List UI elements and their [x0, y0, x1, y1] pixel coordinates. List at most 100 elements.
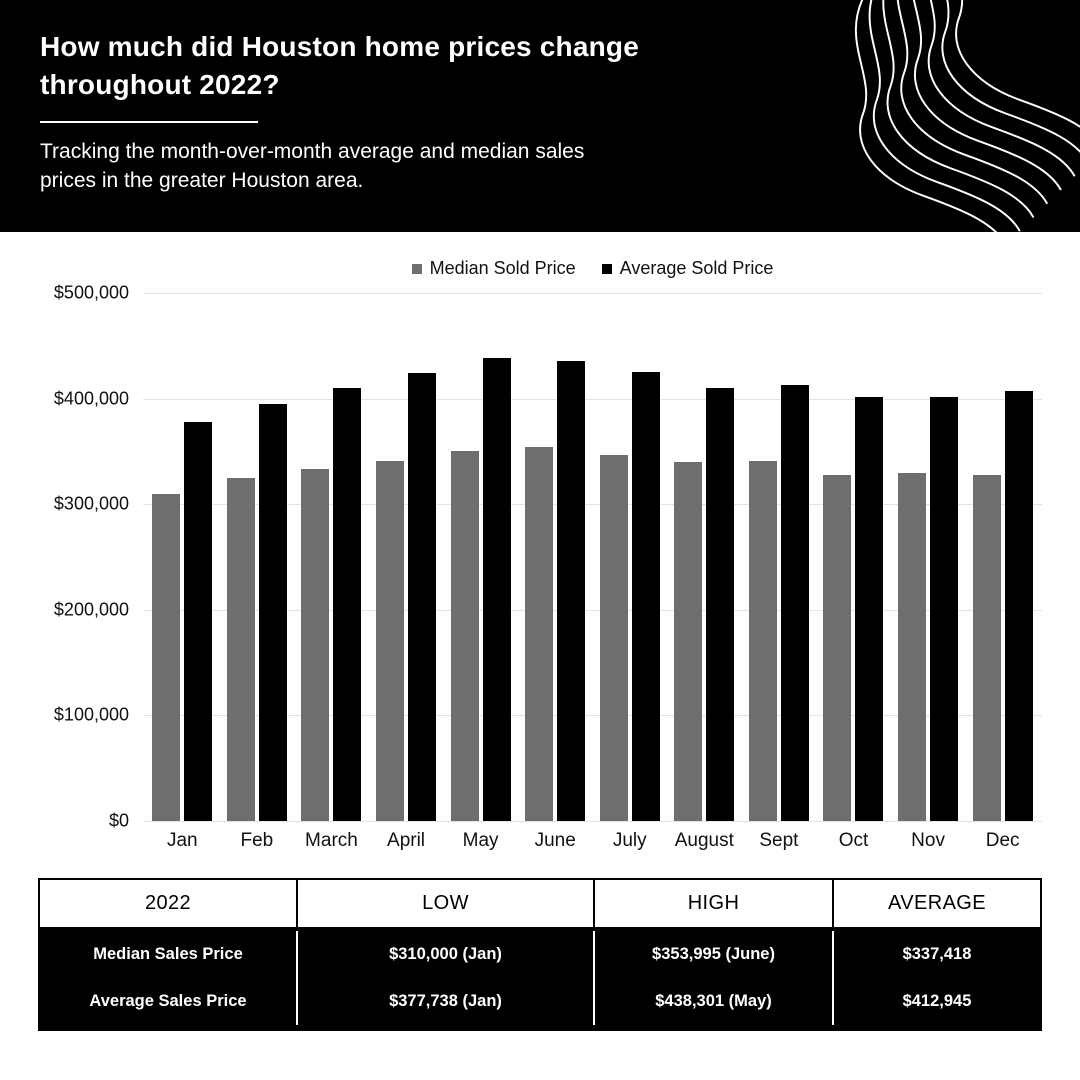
gridline [143, 504, 1042, 506]
summary-table-header-row: 2022 LOW HIGH AVERAGE [40, 880, 1040, 927]
bar-median-june [525, 447, 554, 821]
bar-median-august [674, 461, 703, 821]
summary-table-body: Median Sales Price $310,000 (Jan) $353,995… [40, 927, 1040, 1029]
table-cell: $438,301 (May) [595, 978, 834, 1025]
y-tick-label: $0 [108, 810, 129, 831]
page-subtitle-line1: Tracking the month-over-month average an… [40, 139, 585, 163]
x-axis-label-may: May [462, 830, 499, 851]
header-banner: How much did Houston home prices change … [0, 0, 1080, 232]
x-axis-label-july: July [612, 830, 647, 851]
month-group-july: July [592, 293, 667, 852]
bar-median-oct [823, 474, 852, 821]
x-axis-label-june: June [534, 830, 576, 851]
chart-section: Median Sold Price Average Sold Price $0 $1… [0, 258, 1080, 852]
bar-average-dec [1004, 391, 1033, 821]
month-group-dec: Dec [965, 293, 1040, 852]
decorative-waves-icon [855, 0, 1080, 232]
table-cell: $310,000 (Jan) [298, 931, 595, 978]
bar-pair-jan [145, 293, 220, 821]
table-cell: $377,738 (Jan) [298, 978, 595, 1025]
month-group-sept: Sept [742, 293, 817, 852]
gridline [143, 715, 1042, 717]
bar-average-sept [780, 384, 809, 821]
month-group-august: August [667, 293, 742, 852]
x-axis-label-march: March [305, 830, 358, 851]
table-row-label: Median Sales Price [40, 931, 298, 978]
x-axis-label-oct: Oct [838, 830, 869, 851]
bar-average-feb [258, 403, 287, 821]
page-subtitle: Tracking the month-over-month average an… [40, 138, 1040, 196]
month-group-may: May [443, 293, 518, 852]
table-row-label: Average Sales Price [40, 978, 298, 1025]
legend-swatch-average-sold-price-icon [601, 263, 612, 274]
bar-median-dec [972, 474, 1001, 821]
table-cell: $337,418 [902, 945, 972, 963]
x-axis-label-april: April [387, 830, 426, 851]
month-group-march: March [294, 293, 369, 852]
table-header-average: AVERAGE [834, 880, 1040, 927]
x-axis-label-dec: Dec [985, 830, 1020, 851]
legend-swatch-median-sold-price-icon [411, 263, 422, 274]
bar-median-july [599, 454, 628, 821]
month-group-april: April [369, 293, 444, 852]
gridline [143, 398, 1042, 400]
bar-pair-june [518, 293, 593, 821]
bar-average-march [333, 388, 362, 821]
bar-average-may [482, 358, 511, 821]
bar-pair-august [667, 293, 742, 821]
month-group-feb: Feb [220, 293, 295, 852]
bar-average-august [706, 388, 735, 821]
y-tick-label: $500,000 [53, 282, 129, 303]
x-axis-label-jan: Jan [166, 830, 198, 851]
table-row: Average Sales Price $377,738 (Jan) $438,30… [40, 978, 1040, 1025]
y-tick-label: $400,000 [53, 388, 129, 409]
y-tick-label: $200,000 [53, 599, 129, 620]
plot-area: Jan Feb March April May June July August Sept Oct… [143, 293, 1042, 852]
table-cell: $412,945 [902, 992, 972, 1010]
bar-pair-march [294, 293, 369, 821]
bar-pair-april [369, 293, 444, 821]
legend-label: Median Sold Price [429, 258, 576, 278]
chart-area: $0 $100,000 $200,000 $300,000 $400,000 $500,0… [38, 283, 1042, 852]
page-title-line1: How much did Houston home prices change [40, 31, 639, 62]
bar-groups: Jan Feb March April May June July August Sept Oct… [143, 293, 1042, 852]
bar-median-april [376, 460, 405, 821]
summary-table: 2022 LOW HIGH AVERAGE Median Sales Price $31… [38, 878, 1042, 1031]
bar-median-sept [748, 460, 777, 821]
bar-pair-may [443, 293, 518, 821]
bar-average-jan [184, 422, 213, 821]
gridline [143, 293, 1042, 294]
page-title-line2: throughout 2022? [40, 68, 280, 100]
legend-label: Average Sold Price [619, 258, 774, 278]
table-row: Median Sales Price $310,000 (Jan) $353,995… [40, 931, 1040, 978]
bar-pair-nov [891, 293, 966, 821]
x-axis-label-sept: Sept [759, 830, 799, 851]
table-header-high: HIGH [595, 880, 834, 927]
bar-average-nov [930, 396, 959, 821]
y-axis: $0 $100,000 $200,000 $300,000 $400,000 $500,0… [38, 283, 143, 831]
title-underline [40, 120, 258, 123]
gridline [143, 821, 1042, 822]
month-group-june: June [518, 293, 593, 852]
bar-pair-july [592, 293, 667, 821]
bar-pair-oct [816, 293, 891, 821]
page-title: How much did Houston home prices change … [40, 28, 1040, 104]
bar-median-feb [226, 477, 255, 821]
bar-average-oct [855, 396, 884, 821]
bar-median-march [301, 469, 330, 821]
bar-average-july [631, 372, 660, 821]
gridline [143, 609, 1042, 611]
table-cell: $353,995 (June) [595, 931, 834, 978]
x-axis-label-nov: Nov [911, 830, 945, 851]
chart-legend: Median Sold Price Average Sold Price [143, 258, 1042, 279]
bar-median-nov [898, 472, 927, 821]
table-header-2022: 2022 [40, 880, 298, 927]
bar-average-april [408, 373, 437, 821]
y-tick-label: $100,000 [53, 704, 129, 725]
x-axis-label-feb: Feb [240, 830, 274, 851]
bar-median-jan [152, 493, 181, 821]
y-tick-label: $300,000 [53, 493, 129, 514]
table-header-low: LOW [298, 880, 595, 927]
bar-pair-feb [220, 293, 295, 821]
bar-average-june [557, 360, 586, 821]
